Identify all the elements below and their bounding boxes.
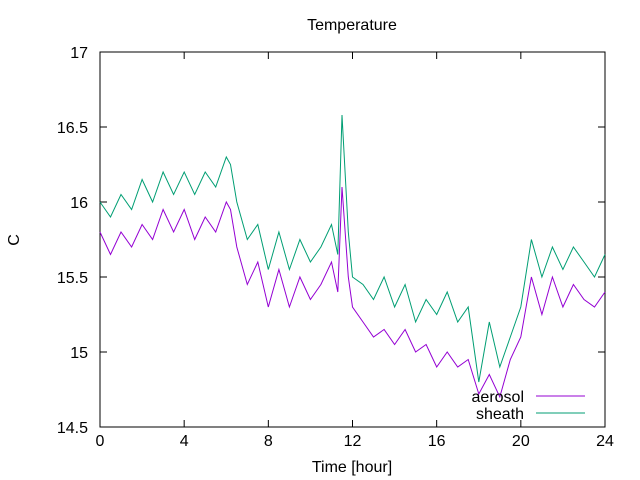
series-line-aerosol	[99, 186, 606, 399]
series-layer	[99, 114, 606, 399]
x-tick-label: 8	[264, 433, 273, 450]
plot-frame	[99, 51, 606, 428]
x-tick-label: 16	[428, 433, 446, 450]
y-tick-label: 14.5	[57, 420, 88, 437]
y-tick-label: 15.5	[57, 270, 88, 287]
x-tick-label: 0	[96, 433, 105, 450]
series-line-sheath	[99, 114, 606, 383]
x-tick-label: 20	[512, 433, 530, 450]
axis-ticks: 0 4 8 12 16 20 24 14.5 15 15.5 16 16.5 17	[57, 45, 614, 450]
x-tick-label: 4	[180, 433, 189, 450]
legend-label-aerosol: aerosol	[472, 389, 524, 406]
x-tick-label: 24	[596, 433, 614, 450]
chart-title: Temperature	[307, 17, 397, 34]
legend-label-sheath: sheath	[476, 406, 524, 423]
y-tick-label: 16	[70, 195, 88, 212]
y-axis-title: C	[6, 234, 23, 246]
y-tick-label: 17	[70, 45, 88, 62]
x-axis-title: Time [hour]	[312, 459, 392, 476]
y-tick-label: 15	[70, 345, 88, 362]
x-tick-label: 12	[344, 433, 362, 450]
y-tick-label: 16.5	[57, 120, 88, 137]
